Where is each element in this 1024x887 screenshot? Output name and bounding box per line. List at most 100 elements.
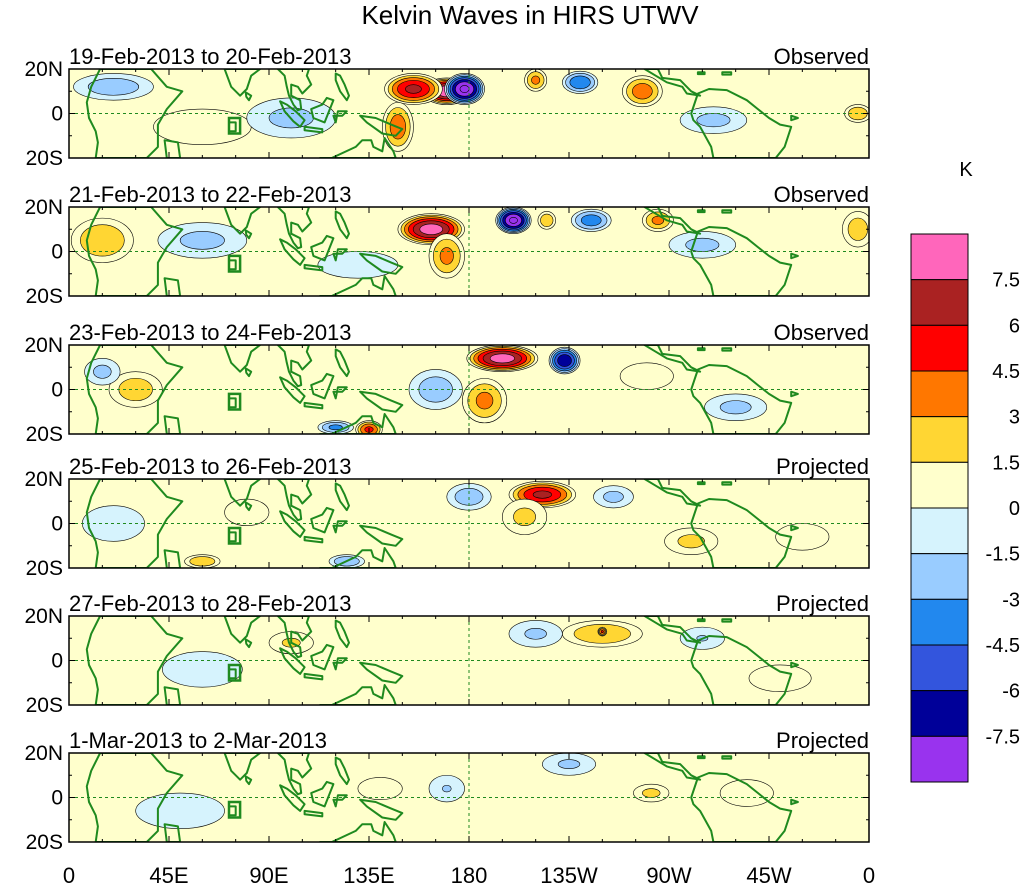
landmass-outline <box>279 647 306 675</box>
contour-level <box>557 759 581 769</box>
contour-level <box>509 216 518 224</box>
landmass-outline <box>334 619 350 649</box>
contour-level <box>685 237 720 252</box>
landmass-outline <box>163 277 182 296</box>
anomaly-feature <box>664 527 719 555</box>
colorbar-swatch <box>910 279 969 326</box>
contour-level <box>475 391 494 410</box>
colorbar-unit: K <box>959 159 973 181</box>
x-tick-label: 135E <box>343 863 394 887</box>
colorbar-swatch <box>910 461 969 509</box>
panel-type-label: Projected <box>776 591 869 616</box>
contour-level <box>557 354 572 367</box>
anomaly-feature <box>679 106 748 134</box>
landmass-outline <box>223 207 262 235</box>
landmass-outline <box>721 71 733 76</box>
landmass-outline <box>334 72 350 102</box>
contour-level <box>93 364 112 379</box>
anomaly-feature <box>495 207 532 234</box>
panel-type-label: Projected <box>776 454 869 479</box>
anomaly-feature <box>184 554 221 568</box>
landmass-outline <box>319 137 397 158</box>
reference-box <box>227 254 242 273</box>
anomaly-feature <box>428 774 465 803</box>
landmass-outline <box>310 643 335 671</box>
landmass-outline <box>790 661 799 669</box>
coastlines <box>85 616 799 705</box>
anomaly-feature <box>719 779 774 807</box>
contour-level <box>439 247 454 265</box>
panel: 20N 0 20S 25-Feb-2013 to 26-Feb-2013 Project… <box>24 454 870 580</box>
y-tick-label: 20N <box>24 742 63 765</box>
contour-level <box>179 231 225 250</box>
landmass-outline <box>85 616 184 705</box>
anomaly-feature <box>748 664 812 692</box>
x-tick-label: 0 <box>63 863 75 887</box>
x-tick-label: 45E <box>149 863 188 887</box>
anomaly-feature <box>384 73 443 105</box>
colorbar-swatch <box>910 735 969 783</box>
contour-level <box>847 217 869 241</box>
contour-level <box>619 362 674 390</box>
panel: 20N 0 20S 27-Feb-2013 to 28-Feb-2013 Project… <box>24 591 870 717</box>
y-tick-label: 0 <box>51 513 63 536</box>
reference-box <box>227 116 242 135</box>
anomaly-feature <box>704 393 768 421</box>
reference-box <box>227 526 242 545</box>
landmass-outline <box>279 100 306 128</box>
landmass-outline <box>359 390 404 413</box>
contour-level <box>459 85 470 93</box>
anomaly-feature <box>622 75 663 108</box>
landmass-outline <box>276 207 313 250</box>
contour-level <box>719 779 774 807</box>
landmass-outline <box>303 125 324 134</box>
colorbar-swatch <box>910 598 969 646</box>
landmass-outline <box>721 347 733 352</box>
y-tick-label: 20S <box>26 147 63 170</box>
contour-level <box>80 224 125 257</box>
landmass-outline <box>319 413 397 434</box>
anomaly-feature <box>84 358 121 386</box>
landmass-outline <box>690 364 793 434</box>
landmass-outline <box>643 753 702 781</box>
y-tick-label: 0 <box>51 650 63 673</box>
landmass-outline <box>85 479 184 568</box>
contour-level <box>328 424 343 431</box>
landmass-outline <box>319 275 397 296</box>
contour-level <box>442 784 452 793</box>
landmass-outline <box>359 661 404 684</box>
coastlines <box>85 479 799 568</box>
colorbar-tick-label: 0 <box>1009 498 1020 520</box>
landmass-outline <box>332 110 348 124</box>
anomaly-feature <box>668 231 736 259</box>
landmass-outline <box>690 772 793 842</box>
landmass-outline <box>303 672 324 681</box>
contour-level <box>642 788 661 798</box>
landmass-outline <box>790 114 799 122</box>
anomaly-feature <box>548 346 581 375</box>
colorbar-tick-label: -4.5 <box>986 635 1020 657</box>
landmass-outline <box>643 69 702 97</box>
anomaly-feature <box>73 73 154 101</box>
anomaly-feature <box>502 498 548 535</box>
anomaly-feature <box>593 485 634 509</box>
contour-level <box>317 251 399 279</box>
contour-level <box>531 75 541 85</box>
landmass-outline <box>696 71 706 76</box>
landmass-outline <box>790 252 799 260</box>
panel-type-label: Observed <box>774 182 869 207</box>
colorbar-tick-label: 4.5 <box>992 361 1020 383</box>
panel: 20N 0 20S 23-Feb-2013 to 24-Feb-2013 Observe… <box>24 320 870 446</box>
landmass-outline <box>223 753 262 781</box>
landmass-outline <box>332 794 348 808</box>
contour-level <box>405 84 422 94</box>
x-tick-label: 0 <box>863 863 875 887</box>
x-axis: 0 45E 90E 135E 180 135W 90W 45W 0 <box>63 863 875 887</box>
coastlines <box>85 753 799 842</box>
panel: 20N 0 20S 21-Feb-2013 to 22-Feb-2013 Observe… <box>24 182 870 308</box>
colorbar-swatch <box>910 370 969 418</box>
panel-type-label: Observed <box>774 320 869 345</box>
landmass-outline <box>696 347 706 352</box>
y-tick-label: 20N <box>24 58 63 81</box>
contour-level <box>419 223 443 235</box>
